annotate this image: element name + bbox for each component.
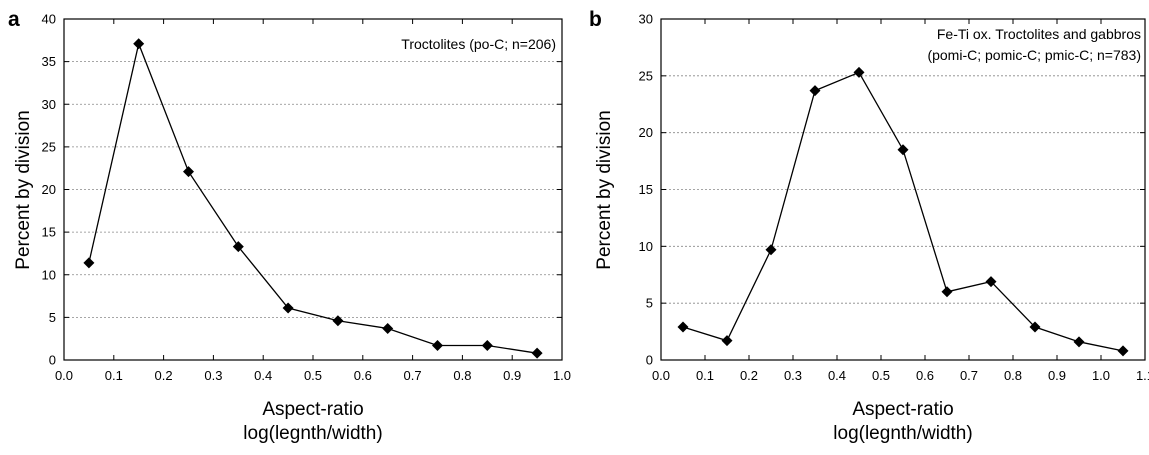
x-axis-label-b: Aspect-ratio log(legnth/width) (661, 398, 1145, 446)
x-tick-label-a-4: 0.4 (254, 368, 272, 383)
x-tick-label-b-10: 1.0 (1092, 368, 1110, 383)
data-point-b-2 (765, 244, 777, 256)
y-tick-label-a-3: 15 (42, 225, 56, 240)
data-point-b-3 (809, 85, 821, 97)
x-tick-label-a-9: 0.9 (503, 368, 521, 383)
annotation-b-line2: (pomi-C; pomic-C; pmic-C; n=783) (927, 47, 1141, 63)
data-point-b-9 (1073, 336, 1085, 348)
x-tick-label-b-6: 0.6 (916, 368, 934, 383)
y-tick-label-b-6: 30 (639, 12, 653, 27)
series-line-a-0 (88, 41, 538, 354)
x-tick-label-b-2: 0.2 (740, 368, 758, 383)
y-tick-label-a-6: 30 (42, 97, 56, 112)
y-tick-label-b-5: 25 (639, 68, 653, 83)
y-axis-label-a: Percent by division (13, 110, 34, 270)
annotation-b-line1: Fe-Ti ox. Troctolites and gabbros (936, 26, 1141, 42)
x-tick-label-a-8: 0.8 (453, 368, 471, 383)
x-tick-label-a-0: 0.0 (55, 368, 73, 383)
data-point-a-8 (481, 340, 493, 352)
data-point-a-2 (183, 166, 194, 178)
x-tick-label-a-1: 0.1 (105, 368, 123, 383)
y-axis-label-b: Percent by division (594, 110, 615, 270)
x-tick-label-b-8: 0.8 (1004, 368, 1022, 383)
x-tick-label-b-7: 0.7 (960, 368, 978, 383)
x-tick-label-a-3: 0.3 (204, 368, 222, 383)
chart-panel-b: 0 5 10 15 20 25 30 0.0 0.1 0.2 0.3 0.4 0.5 0.6 0.7 0.8 0… (575, 0, 1149, 455)
y-tick-label-a-4: 20 (42, 182, 56, 197)
y-tick-label-a-2: 10 (42, 267, 56, 282)
panel-label-b: b (589, 8, 602, 31)
data-point-b-5 (897, 144, 909, 156)
annotation-a: Troctolites (po-C; n=206) (401, 34, 556, 55)
data-point-a-6 (382, 322, 394, 334)
y-tick-label-b-0: 0 (646, 353, 653, 368)
series-line-b-0 (682, 71, 1124, 352)
x-tick-label-b-3: 0.3 (784, 368, 802, 383)
y-tick-label-b-2: 10 (639, 239, 653, 254)
x-tick-label-b-9: 0.9 (1048, 368, 1066, 383)
y-tick-label-a-1: 5 (49, 310, 56, 325)
x-axis-label-a: Aspect-ratio log(legnth/width) (64, 398, 562, 446)
data-point-a-4 (282, 302, 294, 314)
annotation-b: Fe-Ti ox. Troctolites and gabbros (pomi-… (927, 24, 1141, 66)
chart-a-svg: 0 5 10 15 20 25 30 35 40 0.0 0.1 0.2 0.3 0.4 0.5 0.6 0.7… (42, 12, 572, 384)
data-point-b-7 (985, 276, 997, 288)
y-tick-label-a-7: 35 (42, 54, 56, 69)
x-axis-label-b-line1: Aspect-ratio (852, 399, 954, 420)
x-axis-label-a-line2: log(legnth/width) (243, 423, 383, 444)
x-tick-label-a-10: 1.0 (553, 368, 571, 383)
y-tick-label-b-1: 5 (646, 296, 653, 311)
x-tick-label-b-11: 1.1 (1136, 368, 1149, 383)
x-tick-label-a-5: 0.5 (304, 368, 322, 383)
data-point-b-1 (721, 335, 733, 347)
data-point-b-0 (677, 321, 689, 333)
y-tick-label-b-3: 15 (639, 182, 653, 197)
x-tick-label-b-5: 0.5 (872, 368, 890, 383)
x-tick-label-a-6: 0.6 (354, 368, 372, 383)
x-tick-label-b-0: 0.0 (652, 368, 670, 383)
data-point-b-10 (1117, 345, 1129, 357)
y-tick-label-a-0: 0 (49, 353, 56, 368)
chart-b-svg: 0 5 10 15 20 25 30 0.0 0.1 0.2 0.3 0.4 0.5 0.6 0.7 0.8 0… (639, 12, 1149, 384)
data-point-b-4 (853, 66, 865, 78)
data-point-a-1 (133, 38, 145, 50)
data-point-a-7 (432, 340, 443, 352)
data-point-b-8 (1029, 321, 1041, 333)
data-point-a-5 (332, 315, 344, 327)
x-tick-label-b-1: 0.1 (696, 368, 714, 383)
data-point-b-6 (941, 286, 953, 298)
data-point-a-9 (531, 347, 543, 359)
x-tick-label-a-7: 0.7 (404, 368, 422, 383)
y-tick-label-a-5: 25 (42, 139, 56, 154)
x-tick-label-b-4: 0.4 (828, 368, 846, 383)
y-tick-label-b-4: 20 (639, 125, 653, 140)
chart-panel-a: 0 5 10 15 20 25 30 35 40 0.0 0.1 0.2 0.3 0.4 0.5 0.6 0.7… (8, 8, 572, 446)
data-point-a-3 (232, 241, 244, 253)
y-tick-label-a-8: 40 (42, 12, 56, 27)
annotation-a-line1: Troctolites (po-C; n=206) (401, 36, 556, 52)
panel-label-a: a (8, 8, 20, 31)
x-axis-label-a-line1: Aspect-ratio (262, 399, 364, 420)
data-point-a-0 (83, 257, 95, 269)
x-tick-label-a-2: 0.2 (155, 368, 173, 383)
x-axis-label-b-line2: log(legnth/width) (833, 423, 973, 444)
